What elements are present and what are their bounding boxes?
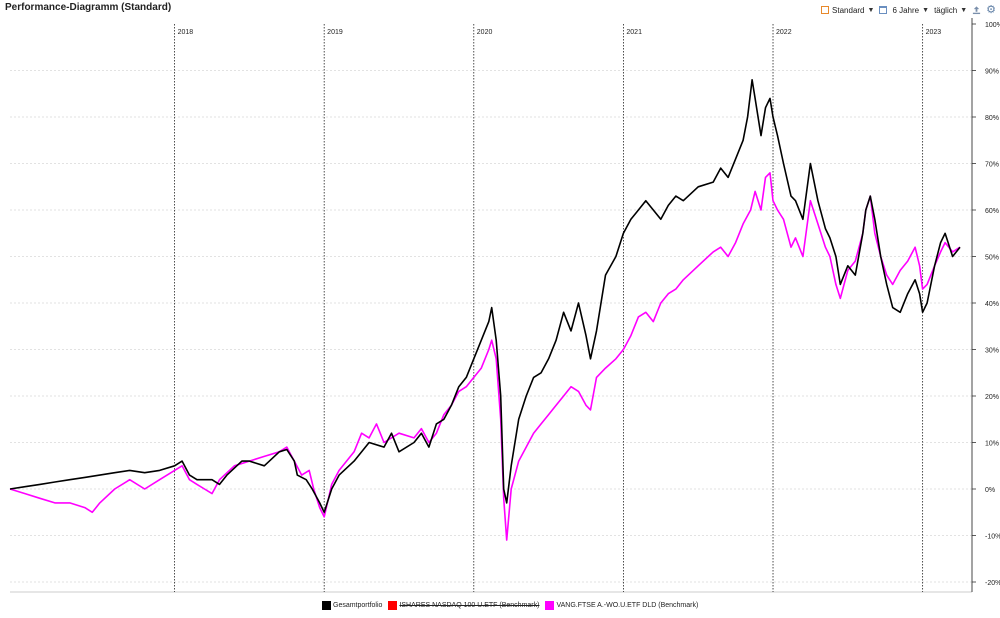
y-tick-label: 10% <box>985 441 999 448</box>
legend: Gesamtportfolio ISHARES NASDAQ 100 U.ETF… <box>322 601 698 610</box>
profile-label: Standard <box>832 5 865 15</box>
year-label: 2018 <box>178 29 194 36</box>
legend-item-vang-ftse[interactable]: VANG.FTSE A.-WO.U.ETF DLD (Benchmark) <box>545 601 698 610</box>
y-tick-label: 0% <box>985 487 995 494</box>
y-tick-label: 20% <box>985 394 999 401</box>
export-icon <box>973 6 981 15</box>
profile-square-icon <box>821 6 830 14</box>
y-tick-label: 40% <box>985 301 999 308</box>
chevron-down-icon: ▼ <box>960 6 968 14</box>
y-tick-label: 80% <box>985 115 999 122</box>
legend-swatch <box>388 601 398 610</box>
chevron-down-icon: ▼ <box>922 6 930 14</box>
settings-button[interactable]: ⚙ <box>986 4 996 16</box>
y-tick-label: 60% <box>985 208 999 215</box>
y-tick-label: 70% <box>985 162 999 169</box>
y-tick-label: 100% <box>985 22 1000 29</box>
chart-title: Performance-Diagramm (Standard) <box>5 2 172 13</box>
legend-item-ishares-nasdaq[interactable]: ISHARES NASDAQ 100 U.ETF (Benchmark) <box>388 601 539 610</box>
year-label: 2022 <box>776 29 792 36</box>
export-button[interactable] <box>972 5 981 15</box>
year-label: 2021 <box>626 29 642 36</box>
series-line-gesamtportfolio <box>9 79 961 514</box>
series-layer <box>9 79 961 541</box>
legend-swatch <box>322 601 331 610</box>
legend-label: ISHARES NASDAQ 100 U.ETF (Benchmark) <box>399 602 540 609</box>
interval-label: täglich <box>934 5 958 15</box>
year-markers: 2018 2019 2020 2021 2022 2023 <box>174 24 942 592</box>
series-line-vang-ftse <box>9 172 961 541</box>
legend-label: Gesamtportfolio <box>333 602 383 609</box>
legend-swatch <box>545 601 555 610</box>
y-tick-label: 30% <box>985 348 999 355</box>
y-tick-label: 90% <box>985 69 999 76</box>
y-axis: -20% -10% 0% 10% 20% 30% 40% 50% 60% 70% 80% 90% 100… <box>971 18 1000 592</box>
interval-dropdown[interactable]: täglich ▼ <box>934 6 967 15</box>
chart-toolbar: Standard ▼ 6 Jahre ▼ täglich ▼ ⚙ <box>821 3 996 17</box>
year-label: 2019 <box>327 29 343 36</box>
year-label: 2020 <box>477 29 493 36</box>
calendar-button[interactable] <box>879 6 888 14</box>
gear-icon: ⚙ <box>986 4 996 16</box>
grid-layer <box>10 70 972 593</box>
legend-item-gesamtportfolio[interactable]: Gesamtportfolio <box>322 601 382 610</box>
y-tick-label: -10% <box>985 534 1000 541</box>
legend-label: VANG.FTSE A.-WO.U.ETF DLD (Benchmark) <box>556 602 699 609</box>
period-dropdown[interactable]: 6 Jahre ▼ <box>892 6 929 15</box>
y-tick-label: 50% <box>985 255 999 262</box>
y-tick-label: -20% <box>985 580 1000 587</box>
calendar-icon <box>879 6 888 14</box>
period-label: 6 Jahre <box>892 5 920 15</box>
profile-dropdown[interactable]: Standard ▼ <box>821 6 874 15</box>
year-label: 2023 <box>926 29 942 36</box>
chevron-down-icon: ▼ <box>867 6 875 14</box>
